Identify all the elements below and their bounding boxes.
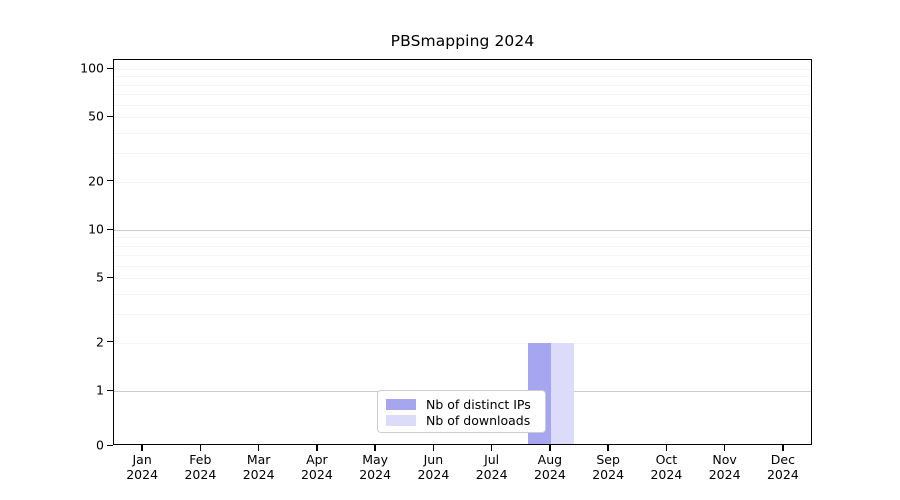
legend-label-downloads: Nb of downloads [426,412,531,428]
x-tick-month: Apr [306,452,328,467]
gridline [114,278,811,280]
x-tick-mark [665,445,668,451]
x-tick-label: Jan 2024 [126,452,158,482]
x-tick-year: 2024 [533,467,566,482]
x-tick-mark [723,445,726,451]
x-tick-year: 2024 [708,467,741,482]
legend-label-distinct-ips: Nb of distinct IPs [426,396,531,412]
x-tick-month: Sep [596,452,620,467]
gridline [114,342,811,344]
x-tick-month: Jun [423,452,444,467]
chart-legend[interactable]: Nb of distinct IPs Nb of downloads [377,390,546,433]
y-tick-mark [107,67,113,69]
gridline [114,254,811,256]
x-tick-label: Oct 2024 [650,452,682,482]
x-tick-label: Feb 2024 [184,452,216,482]
gridline [114,104,811,106]
y-tick-label: 100 [80,60,104,76]
x-tick-month: Oct [655,452,678,467]
x-tick-year: 2024 [650,467,683,482]
x-tick-year: 2024 [300,467,333,482]
x-tick-label: Jul 2024 [476,452,508,482]
y-tick-mark [107,389,113,391]
y-tick-mark [107,341,113,343]
y-tick-mark [107,115,113,118]
x-tick-month: May [362,452,389,467]
x-tick-year: 2024 [242,467,275,482]
gridline [114,230,811,231]
y-tick-label: 50 [88,108,104,124]
gridline [114,314,811,316]
gridline [114,84,811,86]
x-tick-label: Nov 2024 [709,452,741,482]
gridline [114,153,811,155]
x-tick-year: 2024 [184,467,217,482]
x-tick-label: Sep 2024 [592,452,624,482]
x-tick-label: May 2024 [359,452,391,482]
y-tick-label: 20 [88,173,104,189]
y-tick-mark [107,180,113,182]
legend-item-distinct-ips[interactable]: Nb of distinct IPs [386,396,537,412]
legend-swatch-downloads [386,414,416,426]
y-tick-label: 1 [96,382,104,398]
gridline [114,133,811,135]
x-tick-year: 2024 [592,467,625,482]
x-tick-mark [782,445,784,451]
x-tick-year: 2024 [126,467,159,482]
x-tick-label: Mar 2024 [243,452,275,482]
y-axis: 0 1 2 5 10 20 50 100 [0,0,104,500]
gridline [114,294,811,296]
x-tick-mark [607,445,609,451]
gridline [114,237,811,239]
y-tick-mark [107,444,113,446]
x-tick-year: 2024 [766,467,799,482]
x-tick-label: Aug 2024 [534,452,566,482]
gridline [114,117,811,119]
gridline [114,93,811,95]
x-tick-month: Nov [712,452,737,467]
chart-title: PBSmapping 2024 [390,32,535,50]
y-tick-label: 0 [96,437,104,453]
y-tick-mark [107,276,113,279]
x-tick-mark [490,445,493,451]
gridline [114,181,811,183]
x-tick-label: Apr 2024 [301,452,333,482]
gridline [114,69,811,70]
x-tick-year: 2024 [475,467,508,482]
legend-swatch-distinct-ips [386,398,416,410]
x-tick-month: Feb [189,452,212,467]
x-tick-mark [141,445,143,451]
plot-area [113,59,812,445]
y-tick-label: 10 [88,221,104,237]
x-tick-label: Dec 2024 [767,452,799,482]
gridline [114,76,811,78]
x-tick-label: Jun 2024 [417,452,449,482]
x-tick-mark [316,445,318,451]
x-tick-mark [199,445,202,451]
bar[interactable] [550,342,575,444]
x-tick-month: Jan [132,452,152,467]
x-tick-month: Mar [246,452,271,467]
x-tick-month: Dec [770,452,795,467]
x-tick-month: Jul [484,452,500,467]
y-tick-label: 2 [96,334,104,350]
x-tick-mark [432,445,435,451]
y-tick-label: 5 [96,269,104,285]
y-tick-mark [107,228,113,230]
x-tick-year: 2024 [417,467,450,482]
x-tick-mark [257,445,260,451]
x-tick-mark [549,445,551,451]
gridline [114,265,811,267]
x-tick-month: Aug [537,452,563,467]
gridline [114,245,811,247]
legend-item-downloads[interactable]: Nb of downloads [386,412,537,428]
x-tick-mark [374,445,376,451]
x-tick-year: 2024 [359,467,392,482]
